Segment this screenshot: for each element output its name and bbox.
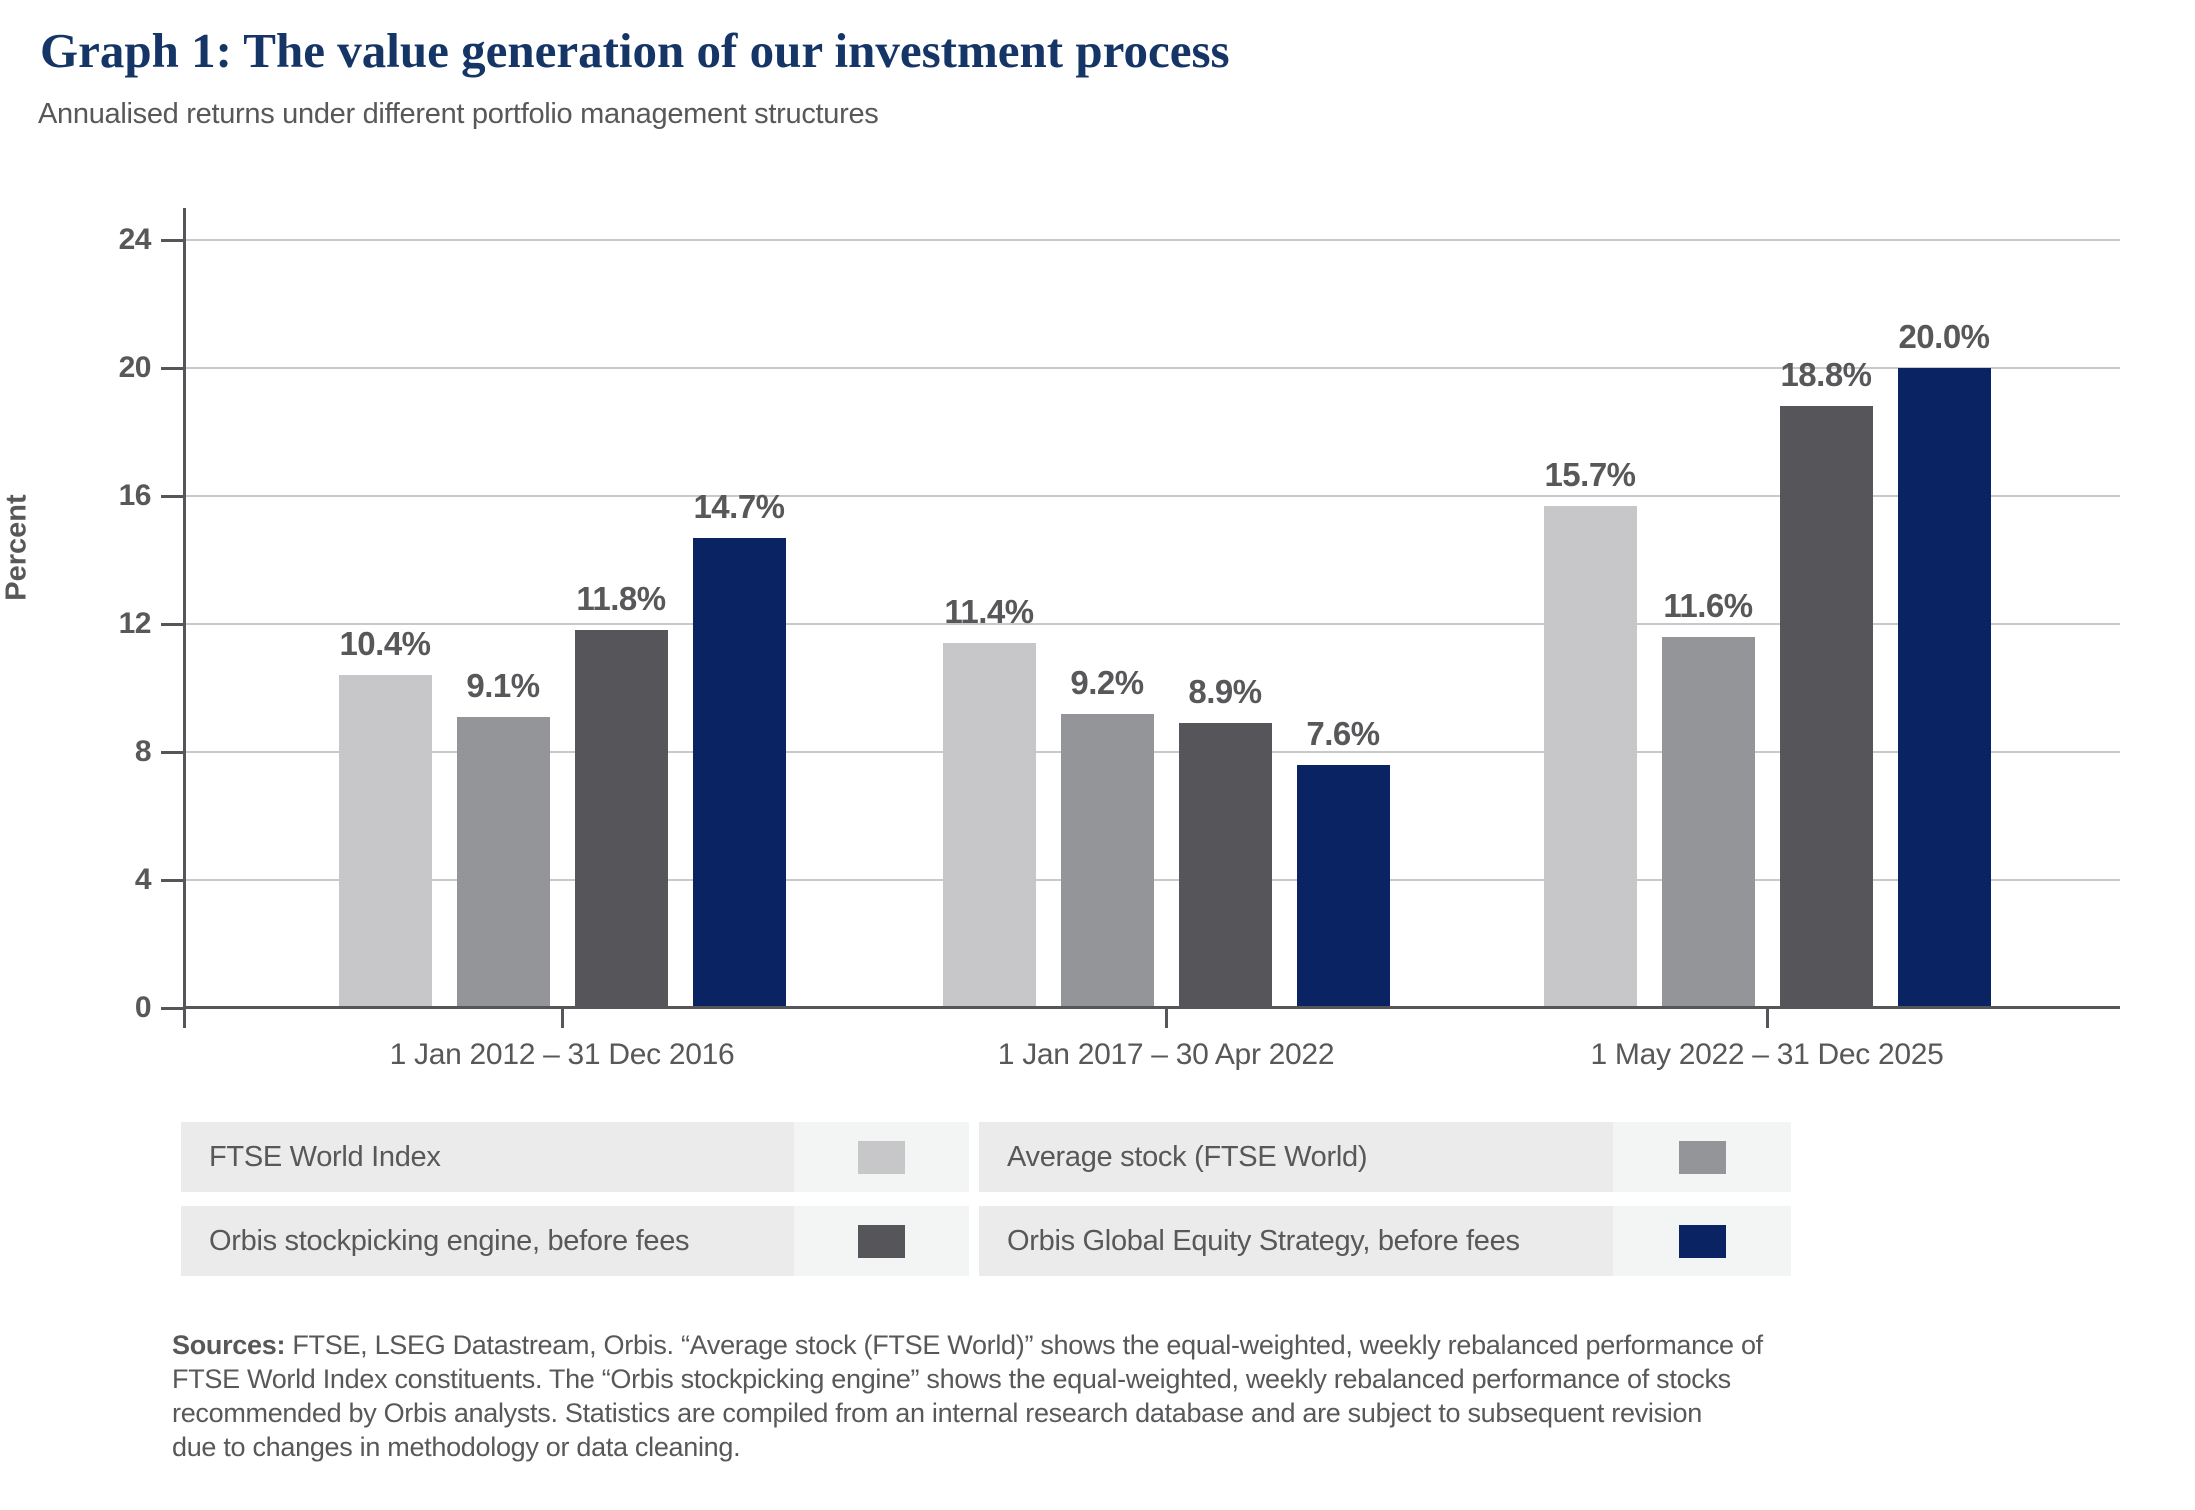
legend-swatch [858, 1140, 905, 1174]
bar [1178, 723, 1272, 1008]
x-axis-line [183, 1006, 2120, 1009]
bar [1661, 636, 1755, 1008]
page-title: Graph 1: The value generation of our inv… [40, 23, 1230, 78]
bar-value-label: 10.4% [339, 625, 431, 663]
x-category-label: 1 Jan 2017 – 30 Apr 2022 [997, 1038, 1335, 1071]
y-gridline [184, 495, 2120, 497]
y-tick-label: 8 [134, 735, 152, 768]
footnote-line: recommended by Orbis analysts. Statistic… [172, 1398, 1702, 1428]
legend-swatch-cell [1613, 1206, 1791, 1276]
bar-value-label: 18.8% [1780, 356, 1872, 394]
y-axis-title: Percent [0, 494, 33, 601]
y-tick-mark [161, 367, 183, 370]
bar [1543, 505, 1637, 1008]
bar-value-label: 9.2% [1070, 663, 1144, 701]
bar-value-label: 8.9% [1188, 673, 1262, 711]
legend-swatch-cell [794, 1122, 969, 1192]
bar-value-label: 15.7% [1544, 455, 1636, 493]
y-tick-mark [161, 623, 183, 626]
bar [456, 716, 550, 1008]
y-tick-label: 16 [118, 479, 152, 512]
y-tick-label: 24 [118, 223, 152, 256]
y-tick-mark [161, 879, 183, 882]
legend-swatch [858, 1224, 905, 1258]
x-category-label: 1 Jan 2012 – 31 Dec 2016 [389, 1038, 735, 1071]
bar [338, 675, 432, 1008]
bar [1296, 764, 1390, 1008]
y-gridline [184, 367, 2120, 369]
bar-value-label: 7.6% [1306, 714, 1380, 752]
footnote-line: Sources: FTSE, LSEG Datastream, Orbis. “… [172, 1330, 1763, 1360]
footnote-line: FTSE World Index constituents. The “Orbi… [172, 1364, 1731, 1394]
x-tick-mark [561, 1008, 564, 1028]
y-tick-mark [161, 1007, 183, 1010]
bar [1060, 713, 1154, 1008]
y-tick-mark [161, 751, 183, 754]
y-gridline [184, 623, 2120, 625]
y-gridline [184, 239, 2120, 241]
y-axis-line [183, 208, 186, 1028]
bar-value-label: 11.8% [576, 580, 666, 618]
y-tick-label: 12 [118, 607, 152, 640]
page-subtitle: Annualised returns under different portf… [38, 98, 879, 130]
legend-swatch-cell [794, 1206, 969, 1276]
x-category-label: 1 May 2022 – 31 Dec 2025 [1590, 1038, 1944, 1071]
bar [692, 537, 786, 1008]
bar-value-label: 11.6% [1663, 586, 1753, 624]
x-tick-mark [1165, 1008, 1168, 1028]
bar-value-label: 11.4% [944, 593, 1034, 631]
y-tick-label: 20 [118, 351, 152, 384]
y-tick-mark [161, 239, 183, 242]
y-tick-mark [161, 495, 183, 498]
bar [574, 630, 668, 1008]
bar-value-label: 9.1% [466, 666, 540, 704]
footnote: Sources: FTSE, LSEG Datastream, Orbis. “… [172, 1328, 1982, 1464]
legend-swatch [1678, 1224, 1726, 1258]
y-tick-label: 0 [134, 991, 152, 1024]
legend-item-label: FTSE World Index [181, 1122, 794, 1192]
bar-value-label: 14.7% [693, 487, 785, 525]
legend-swatch [1678, 1140, 1726, 1174]
bar [1779, 406, 1873, 1008]
bar [1897, 368, 1991, 1008]
bar [942, 643, 1036, 1008]
legend-item-label: Average stock (FTSE World) [979, 1122, 1613, 1192]
x-tick-mark [1766, 1008, 1769, 1028]
y-tick-label: 4 [134, 863, 152, 896]
footnote-sources-label: Sources: [172, 1330, 286, 1360]
footnote-line: due to changes in methodology or data cl… [172, 1432, 741, 1462]
legend-item-label: Orbis stockpicking engine, before fees [181, 1206, 794, 1276]
legend-swatch-cell [1613, 1122, 1791, 1192]
legend-item-label: Orbis Global Equity Strategy, before fee… [979, 1206, 1613, 1276]
bar-value-label: 20.0% [1898, 318, 1990, 355]
